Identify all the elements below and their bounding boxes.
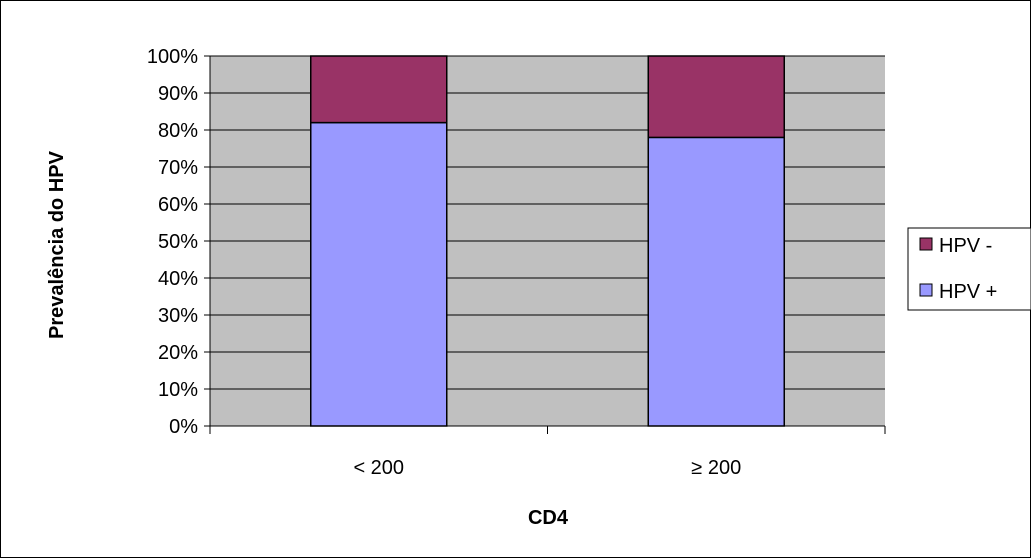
y-ticks: 0% 10% 20% 30% 40% 50% 60% 70% 80% 90% 100% <box>147 46 210 438</box>
y-tick-label: 70% <box>158 157 198 179</box>
legend-swatch-hpv-negative <box>919 237 933 251</box>
y-tick-label: 0% <box>169 416 198 438</box>
bars <box>310 55 785 427</box>
y-tick-label: 30% <box>158 305 198 327</box>
legend-label-hpv-positive: HPV + <box>939 281 997 303</box>
y-tick-label: 50% <box>158 231 198 253</box>
bar-segment-hpv-positive <box>647 136 785 427</box>
y-tick-label: 60% <box>158 194 198 216</box>
bar-segment-hpv-positive <box>310 121 448 427</box>
y-tick-label: 100% <box>147 46 198 68</box>
x-tick-label: < 200 <box>353 457 404 479</box>
y-tick-label: 20% <box>158 342 198 364</box>
y-tick-label: 80% <box>158 120 198 142</box>
y-tick-label: 90% <box>158 83 198 105</box>
x-ticks: < 200 ≥ 200 <box>209 426 886 479</box>
y-tick-label: 40% <box>158 268 198 290</box>
bar-segment-hpv-negative <box>647 55 785 139</box>
x-tick-label: ≥ 200 <box>691 457 741 479</box>
legend: HPV - HPV + <box>907 227 1031 311</box>
bar-segment-hpv-negative <box>310 55 448 124</box>
y-axis-title: Prevalência do HPV <box>46 150 68 339</box>
legend-label-hpv-negative: HPV - <box>939 235 992 257</box>
legend-swatch-hpv-positive <box>919 283 933 297</box>
x-axis-title: CD4 <box>528 507 569 529</box>
y-tick-label: 10% <box>158 379 198 401</box>
